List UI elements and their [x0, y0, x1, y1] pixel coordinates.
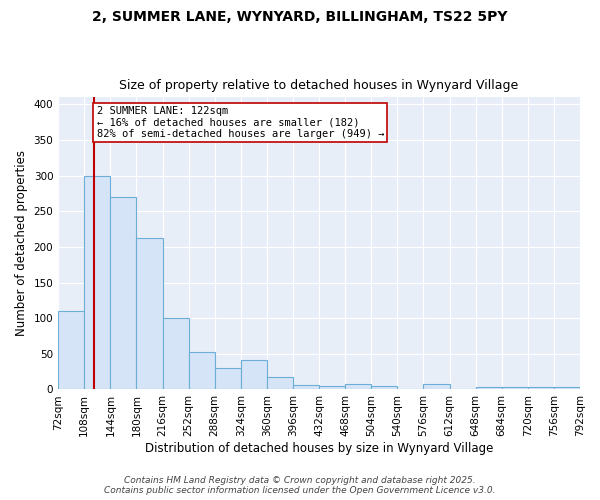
- Y-axis label: Number of detached properties: Number of detached properties: [15, 150, 28, 336]
- Bar: [528, 388, 554, 390]
- Text: 2 SUMMER LANE: 122sqm
← 16% of detached houses are smaller (182)
82% of semi-det: 2 SUMMER LANE: 122sqm ← 16% of detached …: [97, 106, 384, 139]
- Bar: [476, 386, 502, 390]
- Bar: [110, 197, 136, 390]
- Bar: [293, 385, 319, 390]
- Text: Contains HM Land Registry data © Crown copyright and database right 2025.
Contai: Contains HM Land Registry data © Crown c…: [104, 476, 496, 495]
- Bar: [136, 238, 163, 390]
- Bar: [319, 386, 345, 390]
- Bar: [345, 384, 371, 390]
- Bar: [163, 318, 188, 390]
- X-axis label: Distribution of detached houses by size in Wynyard Village: Distribution of detached houses by size …: [145, 442, 493, 455]
- Bar: [84, 176, 110, 390]
- Bar: [241, 360, 267, 390]
- Title: Size of property relative to detached houses in Wynyard Village: Size of property relative to detached ho…: [119, 79, 519, 92]
- Bar: [188, 352, 215, 390]
- Bar: [267, 376, 293, 390]
- Bar: [58, 311, 84, 390]
- Bar: [424, 384, 449, 390]
- Bar: [502, 388, 528, 390]
- Bar: [215, 368, 241, 390]
- Bar: [371, 386, 397, 390]
- Text: 2, SUMMER LANE, WYNYARD, BILLINGHAM, TS22 5PY: 2, SUMMER LANE, WYNYARD, BILLINGHAM, TS2…: [92, 10, 508, 24]
- Bar: [554, 388, 580, 390]
